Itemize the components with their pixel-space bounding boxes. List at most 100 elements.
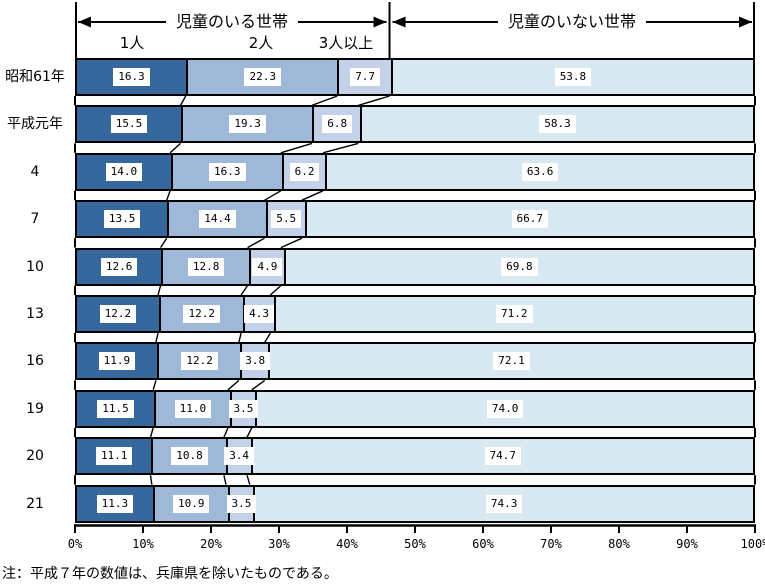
x-axis-label: 60%	[472, 537, 494, 551]
bar-segment-1: 14.0	[77, 154, 173, 189]
bar-segment-1: 11.9	[77, 344, 159, 379]
year-label: 7	[30, 211, 40, 228]
connector-line	[246, 475, 251, 485]
connector-line	[238, 332, 242, 343]
arrowhead-icon	[392, 16, 406, 28]
year-label: 平成元年	[7, 116, 63, 133]
value-label: 12.2	[99, 305, 137, 323]
bar-row: 14.0 16.3 6.2 63.6	[75, 152, 755, 191]
year-label: 16	[26, 353, 44, 370]
value-label: 16.3	[113, 68, 150, 86]
x-axis-label: 70%	[540, 537, 562, 551]
value-label: 58.3	[539, 115, 576, 134]
connector-line	[179, 95, 187, 106]
value-label: 63.6	[521, 162, 559, 181]
value-label: 13.5	[103, 210, 141, 229]
connector-line	[280, 237, 303, 249]
year-label: 13	[26, 306, 44, 322]
value-label: 72.1	[493, 352, 530, 371]
connector-line	[280, 142, 313, 154]
bar-segment-4: 72.1	[269, 344, 753, 379]
connector-line	[311, 95, 338, 107]
bar-segment-2: 14.4	[169, 202, 268, 237]
value-label: 4.3	[244, 305, 275, 323]
value-label: 22.3	[244, 68, 281, 86]
bar-segment-1: 12.6	[77, 249, 164, 284]
connector-line	[264, 332, 271, 343]
footnote: 注：平成７年の数値は、兵庫県を除いたものである。	[2, 566, 338, 582]
bar-segment-2: 12.2	[160, 297, 245, 331]
bar-segment-2: 19.3	[182, 107, 315, 142]
year-label: 昭和61年	[5, 69, 65, 85]
connector-line	[301, 190, 324, 201]
bar-row: 11.1 10.8 3.4 74.7	[75, 437, 755, 476]
bar-segment-3: 3.5	[226, 486, 257, 521]
connector-line	[152, 380, 157, 390]
value-label: 11.5	[97, 399, 134, 418]
bar-segment-2: 22.3	[188, 60, 340, 94]
bar-row: 13.5 14.4 5.5 66.7	[75, 200, 755, 239]
bar-segment-4: 66.7	[306, 202, 753, 237]
x-axis-label: 0%	[67, 537, 83, 551]
value-label: 6.2	[289, 162, 320, 181]
year-label: 20	[26, 448, 44, 465]
arrowhead-icon	[739, 16, 752, 28]
bar-row: 11.9 12.2 3.8 72.1	[75, 342, 755, 381]
bar-segment-3: 3.4	[224, 439, 255, 474]
bar-segment-4: 74.7	[252, 439, 753, 474]
value-label: 11.9	[98, 352, 136, 371]
value-label: 3.8	[240, 352, 271, 371]
bar-row: 12.6 12.8 4.9 69.8	[75, 247, 755, 286]
bar-segment-2: 10.8	[153, 439, 228, 474]
bar-segment-2: 12.8	[163, 249, 251, 284]
value-label: 71.2	[496, 305, 533, 323]
year-label: 21	[26, 495, 44, 512]
x-axis-label: 20%	[200, 537, 222, 551]
connector-line	[251, 379, 266, 391]
value-label: 3.5	[228, 399, 259, 418]
bar-segment-3: 4.9	[251, 249, 286, 284]
value-label: 74.7	[484, 447, 521, 466]
x-axis-label: 90%	[676, 537, 698, 551]
value-label: 5.5	[271, 210, 302, 229]
connector-line	[169, 142, 181, 154]
bar-row: 11.5 11.0 3.5 74.0	[75, 389, 755, 428]
connector-line	[160, 237, 168, 248]
bar-segment-4: 71.2	[275, 297, 754, 331]
group-header-without-children: 児童のいない世帯	[497, 12, 647, 32]
connector-line	[240, 285, 249, 296]
bar-segment-2: 11.0	[156, 391, 232, 426]
value-label: 12.8	[187, 257, 225, 276]
series-label-3-or-more: 3人以上	[318, 34, 374, 52]
bar-segment-4: 58.3	[362, 107, 753, 142]
connector-line	[155, 332, 159, 343]
value-label: 53.8	[554, 68, 592, 86]
value-label: 6.8	[322, 115, 353, 134]
bar-segment-1: 13.5	[77, 202, 170, 237]
series-label-2-persons: 2人	[248, 34, 274, 52]
bar-segment-3: 6.8	[314, 107, 362, 142]
bar-segment-4: 53.8	[392, 60, 753, 94]
bar-segment-3: 5.5	[267, 202, 307, 237]
arrowhead-icon	[373, 16, 387, 28]
bar-segment-2: 12.2	[158, 344, 243, 379]
bar-segment-1: 16.3	[77, 60, 189, 94]
connector-line	[247, 237, 265, 249]
year-label: 4	[30, 163, 40, 180]
value-label: 12.2	[181, 352, 218, 371]
value-label: 4.9	[252, 257, 283, 276]
value-label: 16.3	[209, 162, 246, 181]
x-axis-label: 40%	[336, 537, 358, 551]
connector-line	[322, 142, 359, 154]
x-axis-label: 10%	[132, 537, 154, 551]
bar-row: 11.3 10.9 3.5 74.3	[75, 484, 755, 523]
value-label: 74.3	[485, 494, 523, 513]
bar-segment-3: 6.2	[283, 154, 328, 189]
value-label: 11.0	[174, 399, 212, 418]
value-label: 3.4	[224, 447, 255, 466]
value-label: 66.7	[511, 210, 549, 229]
bar-segment-1: 15.5	[77, 107, 183, 142]
value-label: 14.0	[105, 162, 143, 181]
